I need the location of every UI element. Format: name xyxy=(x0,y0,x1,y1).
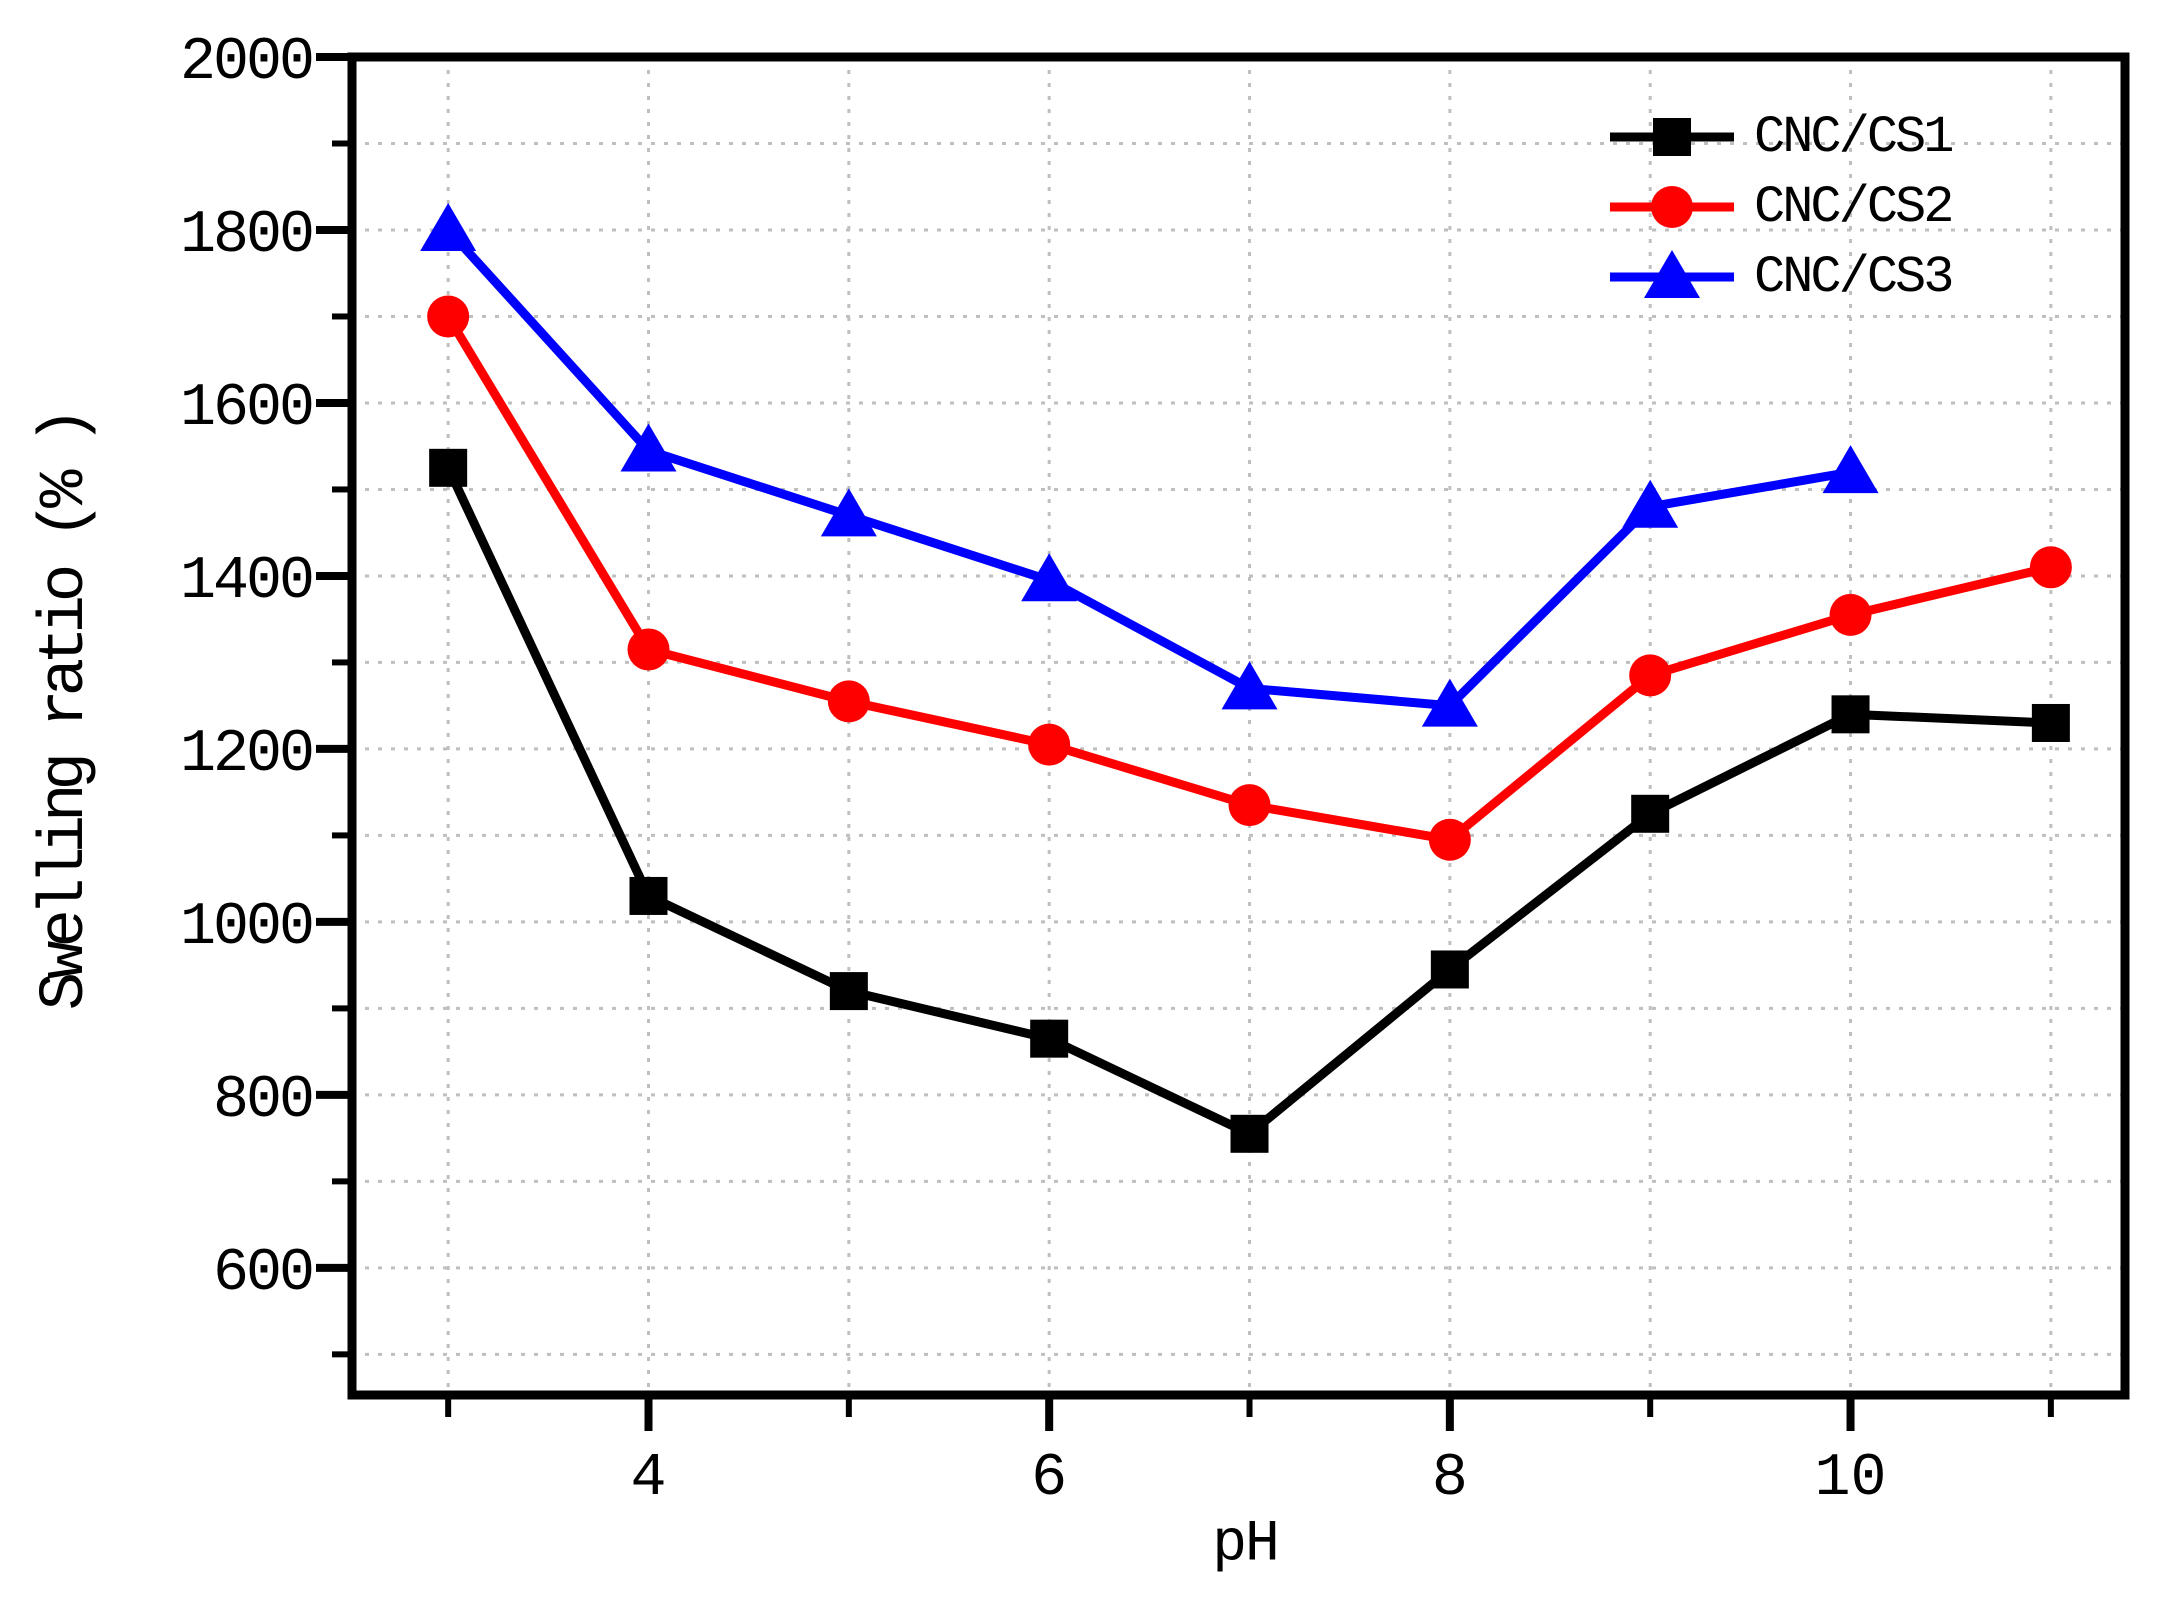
y-tick-label: 1600 xyxy=(180,375,312,443)
data-point-triangle xyxy=(420,202,477,251)
x-tick-label: 8 xyxy=(1432,1445,1468,1513)
legend-item: CNC/CS2 xyxy=(1606,172,1954,242)
legend-item: CNC/CS3 xyxy=(1606,242,1954,312)
data-point-square xyxy=(629,876,668,915)
data-point-circle xyxy=(2029,546,2072,589)
legend-label: CNC/CS3 xyxy=(1754,247,1954,307)
data-point-square xyxy=(2031,703,2070,742)
y-tick-label: 1800 xyxy=(180,202,312,270)
data-point-triangle xyxy=(1421,678,1478,727)
data-point-square xyxy=(1831,695,1870,734)
legend-marker-triangle-icon xyxy=(1610,250,1734,298)
data-point-triangle xyxy=(1622,479,1679,528)
x-axis-title: pH xyxy=(1212,1512,1280,1578)
data-point-circle xyxy=(1629,654,1672,697)
data-point-circle xyxy=(1428,818,1471,861)
data-point-circle xyxy=(1228,784,1271,827)
x-tick-label: 4 xyxy=(630,1445,666,1513)
data-point-triangle xyxy=(820,488,877,537)
data-point-square xyxy=(1430,950,1469,989)
x-tick-label: 6 xyxy=(1031,1445,1067,1513)
y-tick-label: 1000 xyxy=(180,894,312,962)
y-tick-label: 600 xyxy=(213,1240,312,1308)
legend-marker-square-icon xyxy=(1610,118,1734,156)
legend: CNC/CS1 CNC/CS2 CNC/CS3 xyxy=(1606,102,1954,312)
x-tick-label: 10 xyxy=(1815,1445,1887,1513)
data-point-triangle xyxy=(620,423,677,472)
data-point-square xyxy=(829,972,868,1011)
legend-marker-circle-icon xyxy=(1610,186,1734,228)
legend-label: CNC/CS2 xyxy=(1754,177,1954,237)
data-point-circle xyxy=(1028,723,1071,766)
y-tick-label: 2000 xyxy=(180,29,312,97)
y-tick-label: 800 xyxy=(213,1067,312,1135)
y-tick-label: 1400 xyxy=(180,548,312,616)
legend-label: CNC/CS1 xyxy=(1754,107,1954,167)
data-point-square xyxy=(429,448,468,487)
data-point-square xyxy=(1230,1114,1269,1153)
data-point-square xyxy=(1631,794,1670,833)
data-point-square xyxy=(1030,1019,1069,1058)
data-point-circle xyxy=(627,628,670,671)
data-point-triangle xyxy=(1822,445,1879,494)
plot-frame xyxy=(347,52,2130,1400)
data-point-triangle xyxy=(1644,250,1700,298)
data-point-circle xyxy=(827,680,870,723)
data-point-circle xyxy=(427,295,470,338)
data-point-circle xyxy=(1651,186,1693,228)
legend-item: CNC/CS1 xyxy=(1606,102,1954,172)
data-point-triangle xyxy=(1021,553,1078,602)
y-axis-title: Swelling ratio (% ) xyxy=(30,413,102,1011)
data-point-triangle xyxy=(1221,661,1278,710)
data-point-square xyxy=(1653,118,1691,156)
data-point-circle xyxy=(1829,593,1872,636)
y-tick-label: 1200 xyxy=(180,721,312,789)
series-line-2 xyxy=(444,226,1852,711)
